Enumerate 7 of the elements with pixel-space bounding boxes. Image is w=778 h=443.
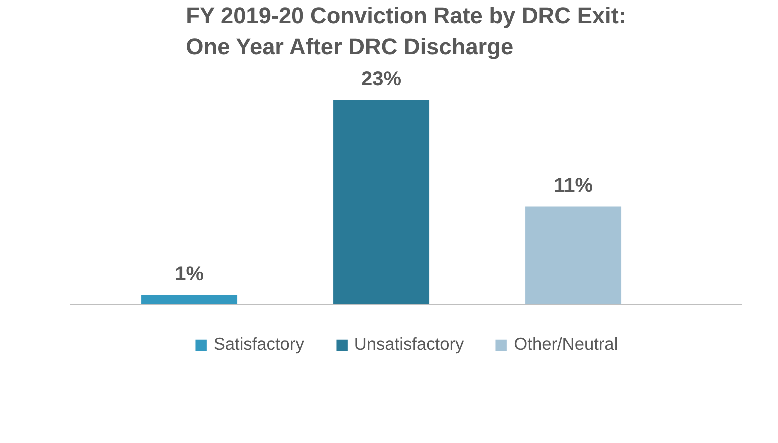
chart-title: FY 2019-20 Conviction Rate by DRC Exit: One Year After DRC Discharge xyxy=(186,2,626,60)
data-label: 11% xyxy=(554,174,594,197)
data-label: 1% xyxy=(175,264,204,286)
legend-label: Unsatisfactory xyxy=(354,334,464,355)
legend-label: Other/Neutral xyxy=(514,334,618,355)
legend-label: Satisfactory xyxy=(214,334,304,355)
data-label: 23% xyxy=(362,68,402,90)
